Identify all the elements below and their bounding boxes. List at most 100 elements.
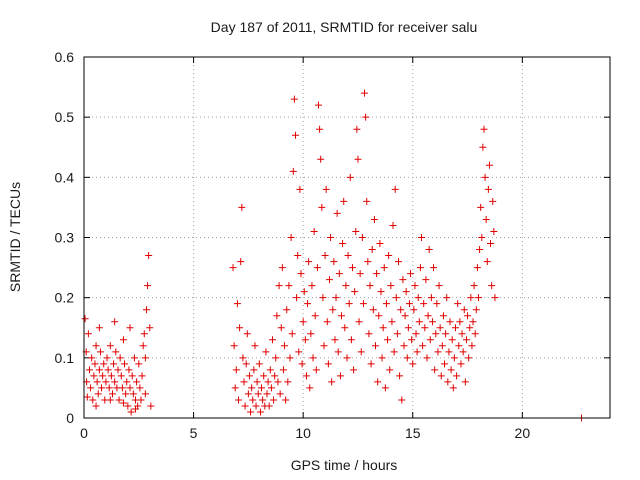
data-point-marker [235,396,243,404]
data-point-marker [411,282,419,290]
data-point-marker [460,306,468,314]
data-point-marker [267,384,275,392]
data-point-marker [103,354,111,362]
y-axis-label: SRMTID / TECUs [7,182,23,292]
data-point-marker [331,336,339,344]
data-point-marker [404,324,412,332]
data-point-marker [92,342,100,350]
data-point-marker [458,330,466,338]
data-point-marker [365,330,373,338]
data-point-marker [309,354,317,362]
data-point-marker [323,318,331,326]
x-tick-label: 15 [405,425,421,441]
data-point-marker [354,155,362,163]
data-point-marker [263,390,271,398]
data-point-marker [106,342,114,350]
data-point-marker [455,342,463,350]
data-point-marker [355,318,363,326]
data-point-marker [482,215,490,223]
data-point-marker [273,312,281,320]
data-point-marker [307,330,315,338]
grid-lines [84,57,610,418]
data-point-marker [371,342,379,350]
data-point-marker [276,390,284,398]
data-point-marker [444,378,452,386]
data-point-marker [376,240,384,248]
data-point-marker [247,408,255,416]
data-point-marker [95,324,103,332]
data-point-marker [457,360,465,368]
data-point-marker [296,185,304,193]
data-point-marker [245,372,253,380]
data-point-marker [98,384,106,392]
data-point-marker [350,366,358,374]
data-point-marker [237,258,245,266]
data-point-marker [445,348,453,356]
data-point-marker [356,270,364,278]
data-point-marker [436,324,444,332]
data-point-marker [413,348,421,356]
data-point-marker [252,402,260,410]
data-point-marker [412,330,420,338]
data-point-marker [138,372,146,380]
data-point-marker [438,342,446,350]
data-point-marker [422,276,430,284]
y-tick-label: 0.5 [55,109,75,125]
data-point-marker [487,240,495,248]
data-point-marker [302,372,310,380]
data-point-marker [375,312,383,320]
data-point-marker [488,282,496,290]
data-point-marker [366,282,374,290]
data-point-marker [431,366,439,374]
data-point-marker [250,366,258,374]
data-point-marker [85,366,93,374]
data-point-marker [344,252,352,260]
data-point-marker [233,300,241,308]
y-tick-label: 0.6 [55,49,75,65]
data-point-marker [377,288,385,296]
data-point-marker [469,318,477,326]
data-point-marker [230,342,238,350]
data-point-marker [483,258,491,266]
data-point-marker [256,408,264,416]
data-point-marker [116,354,124,362]
data-point-marker [353,125,361,133]
data-point-marker [266,366,274,374]
data-point-marker [259,396,267,404]
data-point-marker [407,270,415,278]
data-point-marker [258,384,266,392]
data-point-marker [88,354,96,362]
data-point-marker [442,330,450,338]
data-point-marker [239,354,247,362]
data-point-marker [126,384,134,392]
data-point-marker [473,264,481,272]
data-point-marker [327,234,335,241]
data-point-marker [100,360,108,368]
data-point-marker [379,324,387,332]
data-point-marker [405,300,413,308]
data-point-marker [446,318,454,326]
data-point-marker [260,372,268,380]
data-point-marker [130,354,138,362]
data-point-marker [465,354,473,362]
data-point-marker [278,264,286,272]
data-point-marker [396,372,404,380]
chart-title: Day 187 of 2011, SRMTID for receiver sal… [211,19,478,35]
data-point-marker [141,390,149,398]
data-point-marker [389,221,397,229]
data-point-marker [399,276,407,284]
data-point-marker [114,366,122,374]
data-point-marker [83,393,91,401]
data-point-marker [108,390,116,398]
data-point-marker [338,312,346,320]
data-point-marker [339,240,347,248]
x-tick-label: 5 [190,425,198,441]
data-point-marker [272,354,280,362]
data-point-marker [335,270,343,278]
data-point-marker [236,324,244,332]
data-point-marker [439,312,447,320]
data-point-marker [84,330,92,338]
data-point-marker [306,384,314,392]
data-point-marker [387,282,395,290]
data-point-marker [318,203,326,211]
